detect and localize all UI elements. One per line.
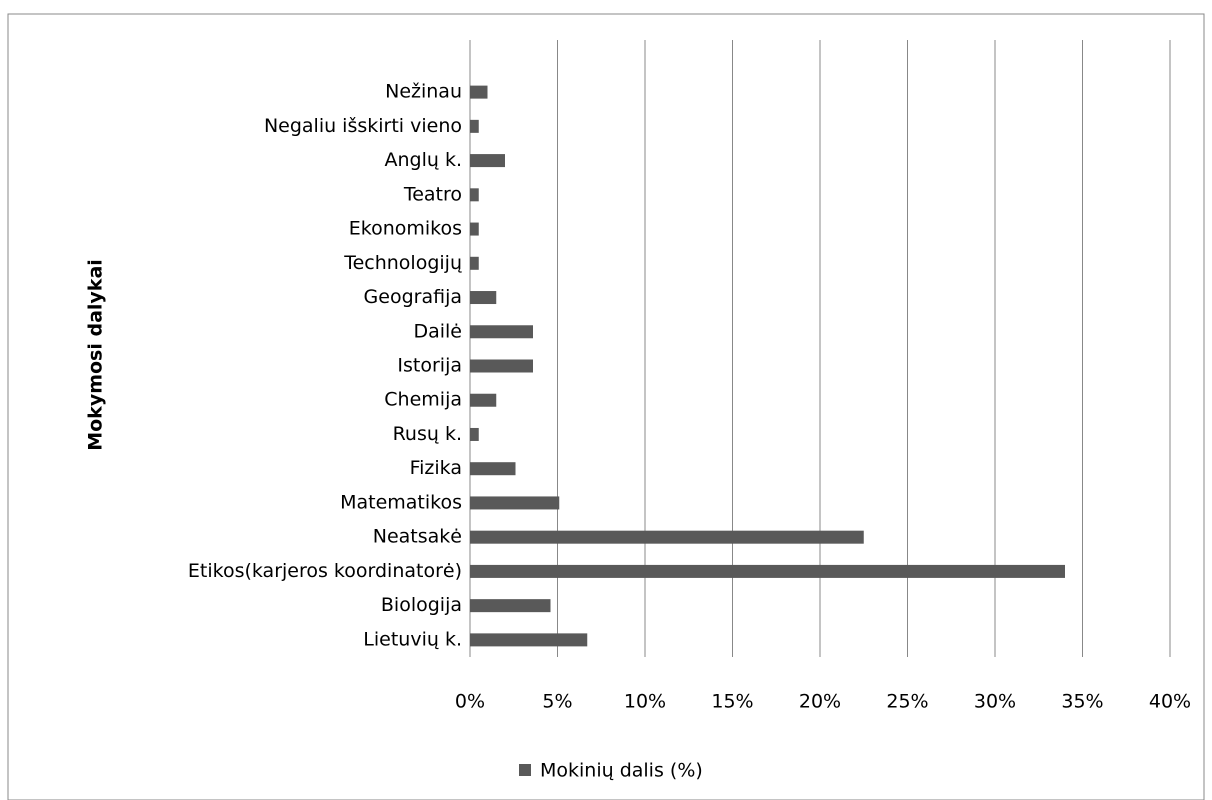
bar <box>470 85 488 99</box>
bar <box>470 530 864 544</box>
bar <box>470 599 551 613</box>
x-tick-label: 10% <box>624 691 666 713</box>
y-tick-label: Neatsakė <box>373 526 462 548</box>
y-tick-label: Istorija <box>397 355 462 377</box>
bar <box>470 393 497 407</box>
chart-border <box>7 13 1205 800</box>
legend-label: Mokinių dalis (%) <box>540 760 703 782</box>
y-tick-label: Rusų k. <box>393 423 462 445</box>
bar <box>470 256 479 270</box>
y-tick-label: Negaliu išskirti vieno <box>264 115 462 137</box>
y-tick-label: Matematikos <box>340 491 462 513</box>
bar <box>470 188 479 202</box>
bar <box>470 564 1065 578</box>
bar <box>470 496 560 510</box>
y-tick-label: Nežinau <box>385 81 462 103</box>
y-tick-label: Dailė <box>413 320 462 342</box>
x-tick-label: 5% <box>542 691 572 713</box>
bar <box>470 462 516 476</box>
legend-swatch <box>519 764 531 776</box>
bar <box>470 633 588 647</box>
y-axis-title: Mokymosi dalykai <box>85 259 107 451</box>
bar <box>470 325 533 339</box>
x-tick-label: 0% <box>455 691 485 713</box>
x-tick-label: 35% <box>1061 691 1103 713</box>
y-tick-label: Chemija <box>384 389 462 411</box>
bar <box>470 222 479 236</box>
x-tick-label: 40% <box>1149 691 1191 713</box>
x-tick-label: 25% <box>886 691 928 713</box>
y-tick-label: Biologija <box>381 594 462 616</box>
y-tick-label: Lietuvių k. <box>363 628 462 650</box>
y-tick-label: Teatro <box>403 183 462 205</box>
x-tick-label: 15% <box>711 691 753 713</box>
y-tick-label: Fizika <box>410 457 462 479</box>
bar <box>470 427 479 441</box>
bar <box>470 154 505 168</box>
y-tick-label: Geografija <box>364 286 462 308</box>
x-tick-label: 30% <box>974 691 1016 713</box>
bar <box>470 359 533 373</box>
x-tick-label: 20% <box>799 691 841 713</box>
y-tick-label: Anglų k. <box>384 149 462 171</box>
y-tick-label: Ekonomikos <box>349 218 462 240</box>
bar <box>470 291 497 305</box>
y-tick-label: Technologijų <box>343 252 462 274</box>
bar <box>470 119 479 133</box>
y-tick-label: Etikos(karjeros koordinatorė) <box>188 560 462 582</box>
